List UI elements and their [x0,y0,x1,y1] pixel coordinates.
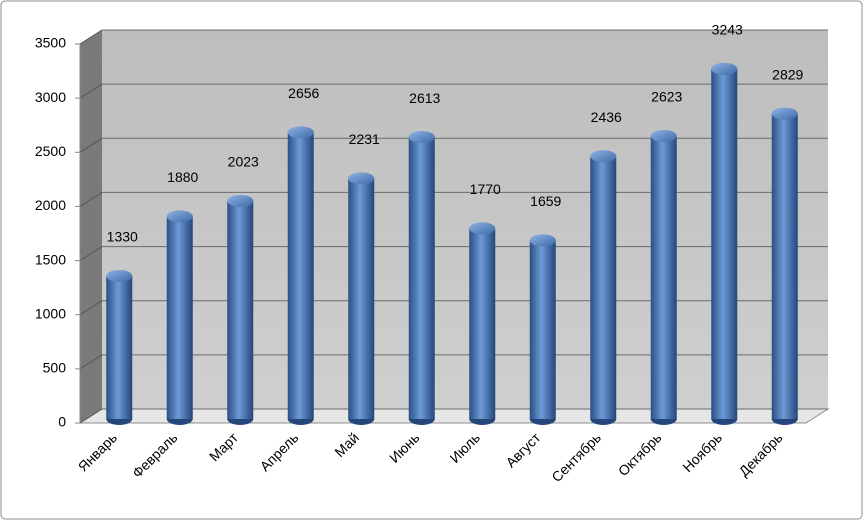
bar-cap [650,129,677,142]
y-tick-label: 0 [58,414,66,430]
bar-cap [106,269,133,282]
data-label: 1330 [107,229,138,245]
bar [348,178,375,419]
data-label: 2023 [228,154,259,170]
bar-cap [469,222,496,235]
bar-cap [227,194,254,207]
data-label: 1770 [470,181,501,197]
bar [166,216,193,419]
bar [106,275,133,419]
grid-line-side [79,246,103,261]
bar-cap [166,210,193,223]
data-label: 2829 [772,66,803,82]
bar [287,132,314,420]
bar-cap [590,150,617,163]
data-label: 2623 [651,89,682,105]
bar [529,240,556,419]
data-label: 2656 [288,85,319,101]
bar [771,113,798,419]
grid-line-side [79,83,103,99]
data-label: 3243 [712,22,743,38]
bar [711,68,738,419]
bar [408,137,435,419]
data-label: 1659 [530,193,561,209]
y-tick-label: 1500 [35,251,66,267]
y-tick-label: 2000 [35,197,66,213]
data-label: 2231 [349,131,380,147]
bar-cap [771,107,798,120]
grid-line-side [79,29,103,45]
grid-line-side [79,300,103,316]
bar [590,156,617,419]
y-tick-label: 2500 [35,143,66,159]
grid-line-side [79,408,103,424]
y-tick-label: 3000 [35,89,66,105]
grid-line-side [79,354,103,370]
bar [650,135,677,420]
bar-cap [408,131,435,144]
data-label: 2613 [409,90,440,106]
bar-cap [348,172,375,185]
bar [469,228,496,419]
data-label: 1880 [167,169,198,185]
bar-cap [287,126,314,139]
back-wall [102,30,828,409]
grid-line-side [79,192,103,207]
bar-cap [529,234,556,247]
bar [227,200,254,419]
grid-line-side [79,137,103,153]
bar-cap [711,62,738,75]
y-tick-label: 3500 [35,35,66,51]
side-wall [80,30,102,423]
y-tick-label: 500 [43,360,67,376]
data-label: 2436 [591,109,622,125]
y-tick-label: 1000 [35,305,66,321]
